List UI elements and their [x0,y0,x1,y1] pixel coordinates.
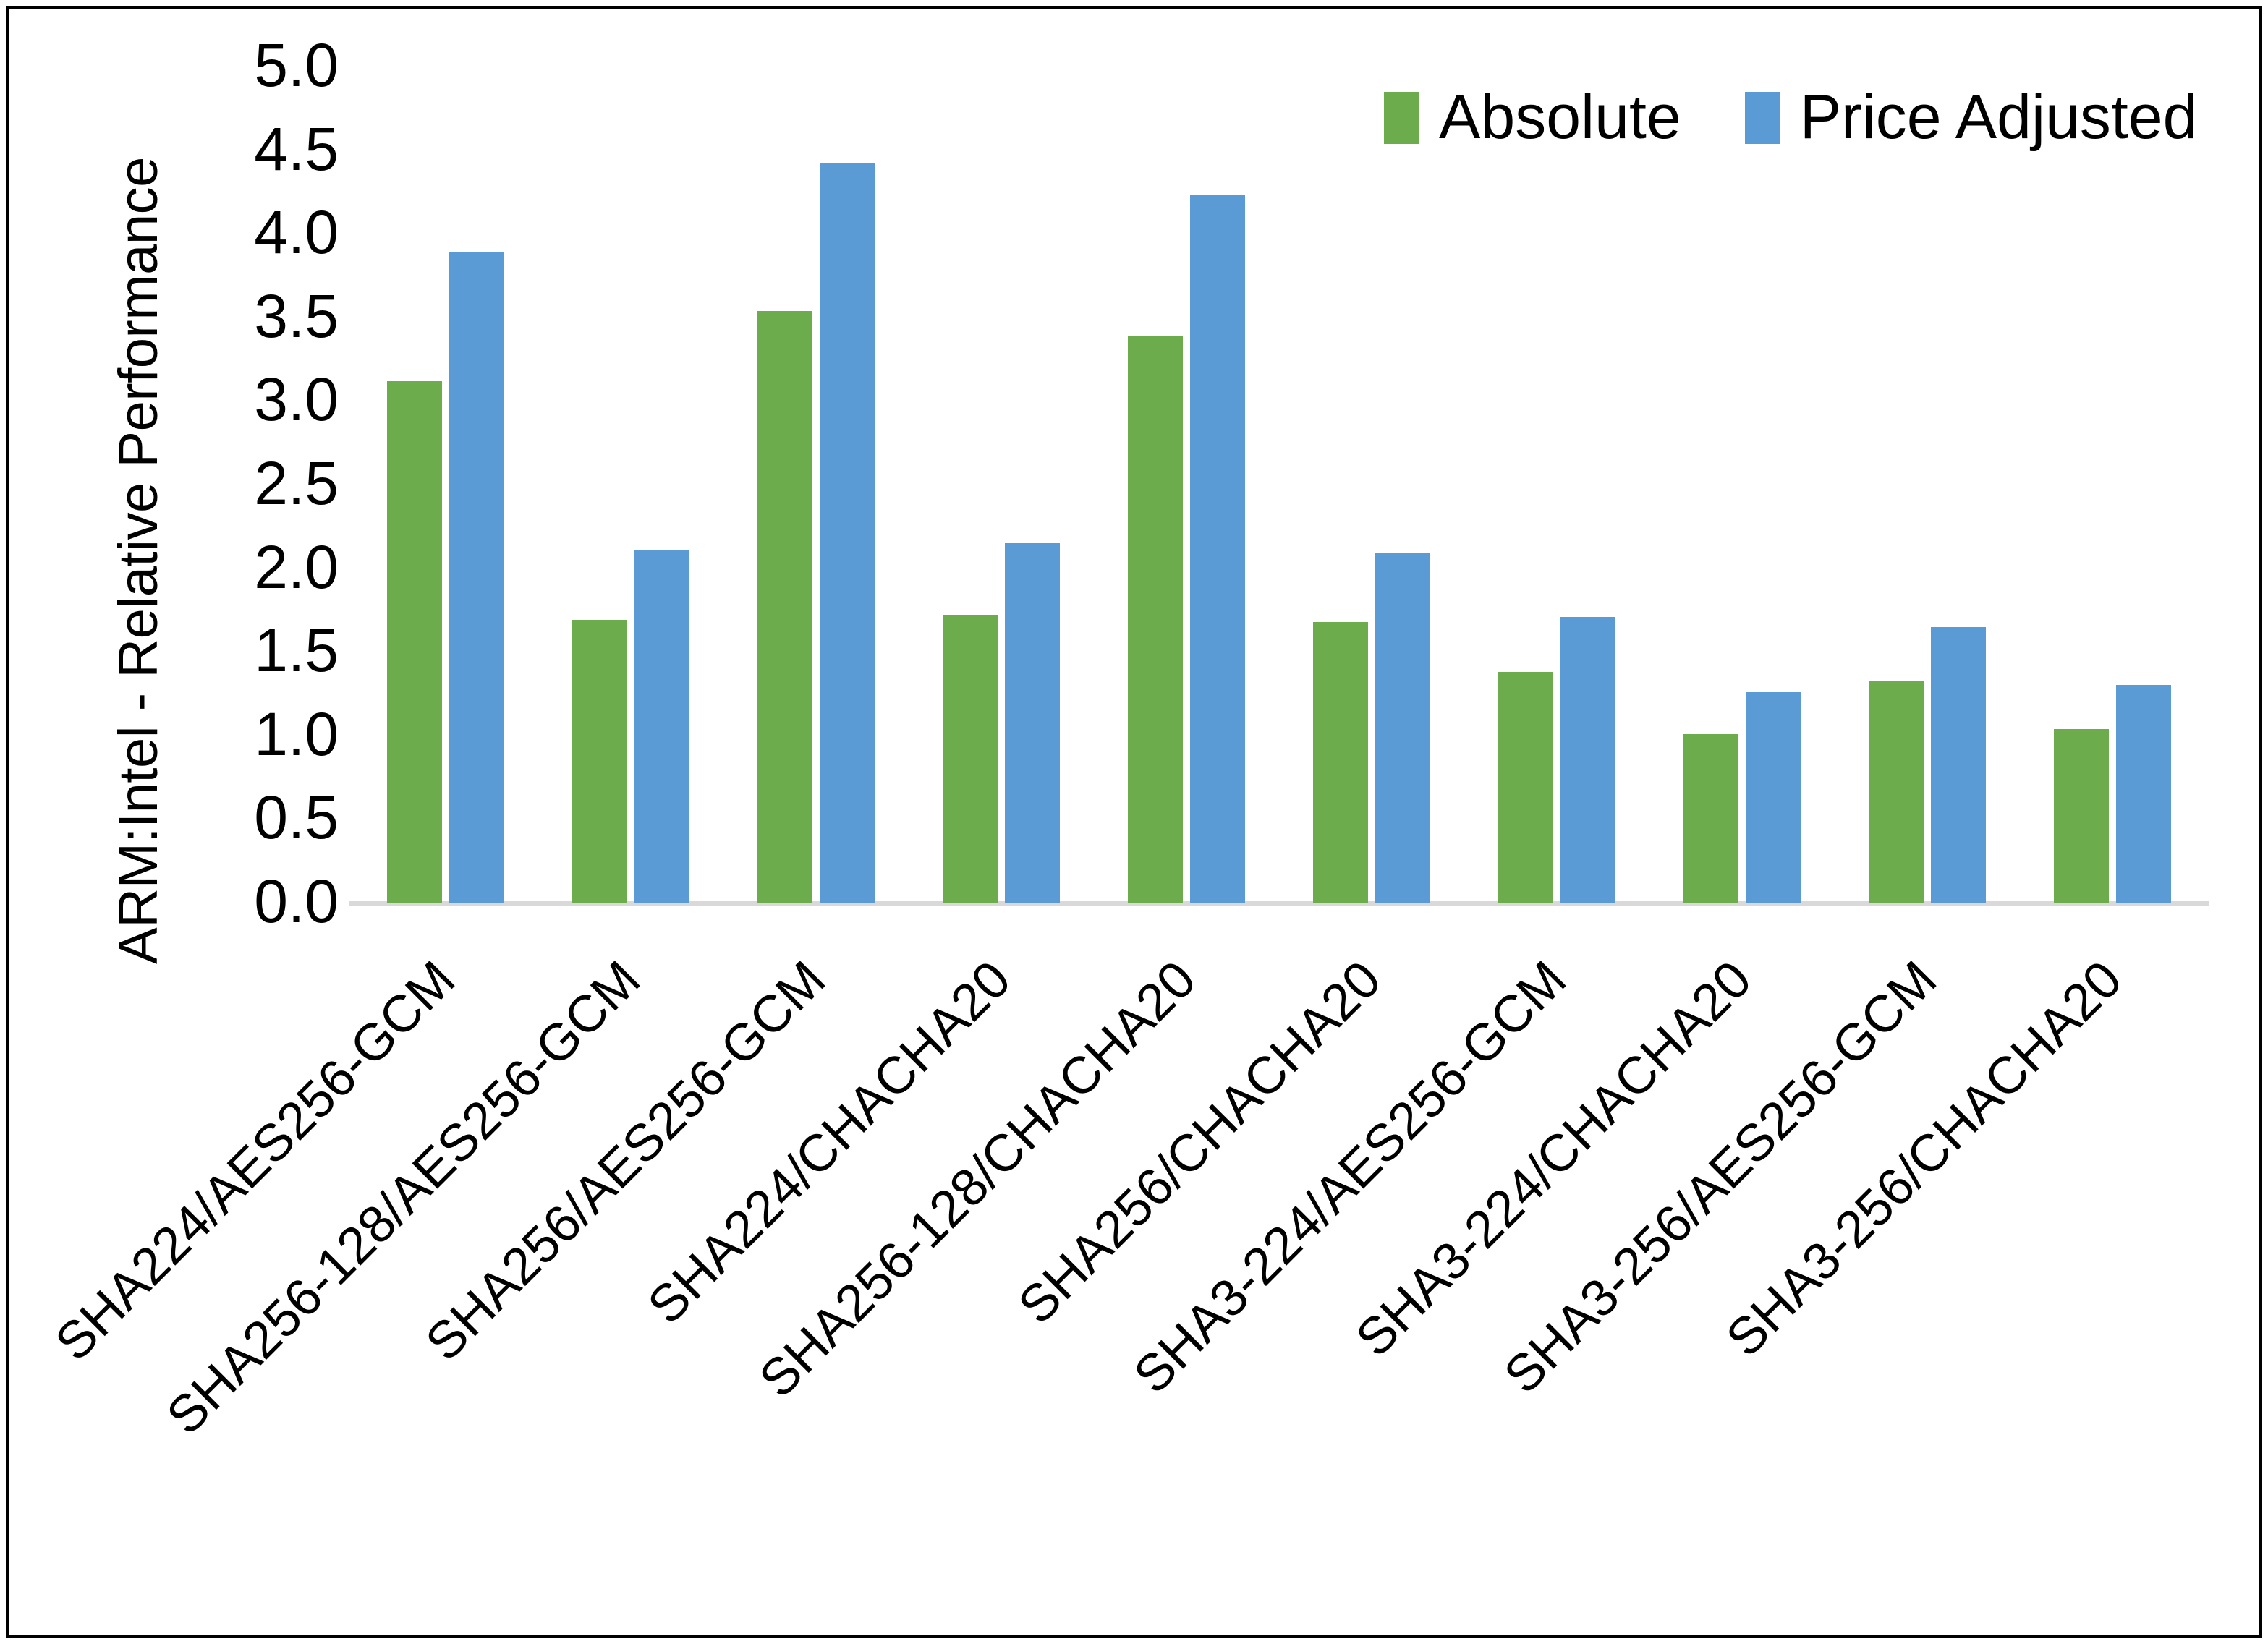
bar-absolute[interactable] [387,380,442,903]
y-tick-label: 3.0 [254,365,339,434]
bar-group [1279,65,1464,903]
plot-area [353,65,2205,903]
y-tick-label: 2.5 [254,449,339,517]
x-tick-label: SHA256/AES256-GCM [415,950,837,1372]
bar-price-adjusted[interactable] [2116,685,2171,903]
bar-price-adjusted[interactable] [1005,542,1060,903]
bar-group [538,65,723,903]
bar-price-adjusted[interactable] [1375,553,1430,903]
x-axis-baseline [349,901,2209,906]
y-tick-label: 0.5 [254,783,339,852]
bar-group [909,65,1094,903]
legend-item-price-adjusted[interactable]: Price Adjusted [1744,82,2198,153]
x-tick-label: SHA3-256/AES256-GCM [1493,950,1948,1405]
x-tick-label: SHA3-256/CHACHA20 [1715,950,2133,1368]
y-tick-label: 1.0 [254,699,339,768]
y-tick-label: 5.0 [254,31,339,99]
chart-legend: Absolute Price Adjusted [1384,82,2197,153]
bar-price-adjusted[interactable] [449,252,504,903]
bar-price-adjusted[interactable] [1931,626,1986,903]
y-tick-label: 4.5 [254,114,339,183]
bar-group [723,65,909,903]
x-tick-label: SHA256-128/AES256-GCM [156,950,652,1446]
x-tick-label: SHA3-224/AES256-GCM [1123,950,1578,1405]
bar-group [353,65,538,903]
bar-price-adjusted[interactable] [1746,691,1801,903]
y-tick-label: 1.5 [254,616,339,685]
y-axis-tick-labels: 5.0 4.5 4.0 3.5 3.0 2.5 2.0 1.5 1.0 0.5 0.0 [183,9,339,957]
bar-absolute[interactable] [1313,621,1368,903]
bar-absolute[interactable] [943,615,998,903]
bar-absolute[interactable] [1683,733,1738,903]
y-tick-label: 0.0 [254,867,339,935]
bar-group [2020,65,2205,903]
bar-absolute[interactable] [2054,728,2109,903]
x-tick-label: SHA3-224/CHACHA20 [1345,950,1763,1368]
y-axis-title: ARM:Intel - Relative Performance [107,157,169,964]
bar-absolute[interactable] [1128,336,1183,903]
x-tick-label: SHA224/AES256-GCM [44,950,467,1372]
y-tick-label: 3.5 [254,281,339,350]
bar-price-adjusted[interactable] [1190,195,1245,903]
legend-label-price-adjusted: Price Adjusted [1799,82,2198,152]
bar-group [1649,65,1835,903]
bar-group [1464,65,1649,903]
bar-absolute[interactable] [1498,671,1553,903]
legend-swatch-blue-icon [1744,91,1780,144]
bar-group [1835,65,2020,903]
legend-swatch-green-icon [1384,91,1419,144]
x-tick-label: SHA256-128/CHACHA20 [748,950,1207,1409]
x-tick-label: SHA224/CHACHA20 [637,950,1022,1335]
bar-absolute[interactable] [757,310,812,903]
y-tick-label: 4.0 [254,198,339,267]
y-tick-label: 2.0 [254,532,339,601]
bar-absolute[interactable] [1869,680,1924,903]
bar-price-adjusted[interactable] [634,550,689,903]
x-tick-label: SHA256/CHACHA20 [1007,950,1393,1335]
bar-price-adjusted[interactable] [820,163,875,903]
legend-item-absolute[interactable]: Absolute [1384,82,1681,153]
legend-label-absolute: Absolute [1439,82,1681,152]
bar-price-adjusted[interactable] [1560,616,1615,903]
chart-frame: ARM:Intel - Relative Performance 5.0 4.5 4… [6,6,2262,1638]
bar-group [1094,65,1279,903]
bar-absolute[interactable] [572,620,627,903]
